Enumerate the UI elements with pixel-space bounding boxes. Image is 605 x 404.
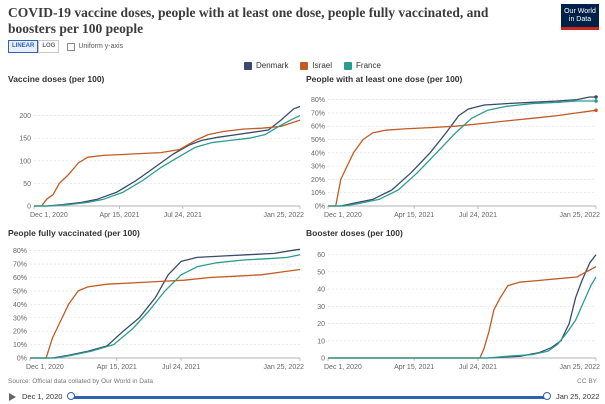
x-tick-label: Jan 25, 2022 — [264, 212, 305, 219]
y-tick-label: 40% — [13, 302, 27, 309]
timeline-end-handle[interactable] — [543, 392, 551, 400]
y-tick-label: 20% — [13, 329, 27, 336]
legend: Denmark Israel France — [244, 61, 381, 70]
y-tick-label: 150 — [19, 136, 31, 143]
chart-booster-doses: 0 10 20 30 40 50 60 Dec 1, 2020 Apr 15, 2021 Jul … — [317, 252, 601, 371]
legend-item-israel[interactable]: Israel — [300, 61, 332, 70]
x-tick-label: Jan 25, 2022 — [560, 212, 601, 219]
y-tick-label: 50 — [317, 269, 325, 276]
chart-title: COVID-19 vaccine doses, people with at l… — [8, 5, 489, 36]
timeline-start-handle[interactable] — [67, 392, 75, 400]
x-tick-label: Jan 25, 2022 — [560, 364, 601, 371]
legend-swatch — [244, 61, 252, 70]
y-tick-label: 0% — [315, 204, 325, 211]
series-end-point-france — [594, 99, 598, 103]
play-icon[interactable] — [9, 393, 16, 401]
series-line-israel — [328, 266, 597, 359]
series-line-france — [328, 276, 597, 359]
x-tick-label: Dec 1, 2020 — [324, 212, 362, 219]
y-tick-label: 80% — [311, 97, 325, 104]
x-tick-label: Apr 15, 2021 — [97, 364, 137, 371]
y-tick-label: 100 — [19, 158, 31, 165]
panel-vaccine-doses: Vaccine doses (per 100) 0 50 100 150 200 Dec … — [8, 74, 308, 224]
timeline-track[interactable] — [71, 396, 546, 399]
x-tick-label: Jan 25, 2022 — [264, 364, 305, 371]
panel-title: Booster doses (per 100) — [306, 228, 403, 238]
series-line-israel — [34, 119, 301, 207]
y-tick-label: 20% — [311, 177, 325, 184]
series-line-israel — [328, 109, 597, 207]
uniform-y-axis-label: Uniform y-axis — [78, 43, 124, 50]
chart-fully-vaccinated: 0% 10% 20% 30% 40% 50% 60% 70% 80% Dec 1, 2020 Apr… — [13, 248, 305, 371]
series-line-denmark — [328, 96, 596, 207]
panel-booster-doses: Booster doses (per 100) 0 10 20 30 40 50 60 Dec… — [306, 228, 602, 376]
uniform-y-axis-toggle[interactable]: Uniform y-axis — [67, 42, 124, 51]
panel-title: Vaccine doses (per 100) — [8, 74, 105, 84]
chart-vaccine-doses: 0 50 100 150 200 Dec 1, 2020 Apr 15, 2021 Jul 2… — [19, 105, 305, 219]
license-label[interactable]: CC BY — [577, 378, 597, 385]
y-tick-label: 50 — [23, 181, 31, 188]
y-tick-label: 0 — [27, 204, 31, 211]
x-tick-label: Jul 24, 2021 — [164, 212, 202, 219]
y-tick-label: 0 — [321, 356, 325, 363]
timeline: Dec 1, 2020 Jan 25, 2022 — [0, 391, 605, 404]
log-scale-button[interactable]: LOG — [38, 40, 60, 53]
panel-fully-vaccinated: People fully vaccinated (per 100) 0% 10% 2… — [8, 228, 308, 376]
y-tick-label: 80% — [13, 248, 27, 255]
y-tick-label: 60 — [317, 252, 325, 259]
y-tick-label: 60% — [13, 275, 27, 282]
scale-controls: LINEAR LOG Uniform y-axis — [8, 40, 123, 53]
x-tick-label: Jul 24, 2021 — [459, 212, 497, 219]
series-end-point-israel — [594, 108, 598, 113]
x-tick-label: Dec 1, 2020 — [324, 364, 362, 371]
y-tick-label: 30% — [311, 164, 325, 171]
y-tick-label: 200 — [19, 113, 31, 120]
legend-swatch — [300, 61, 309, 70]
y-tick-label: 30% — [13, 315, 27, 322]
owid-logo[interactable]: Our World in Data — [561, 4, 599, 30]
series-end-point-denmark — [594, 95, 598, 99]
x-tick-label: Dec 1, 2020 — [30, 212, 68, 219]
legend-swatch — [344, 61, 353, 70]
source-note[interactable]: Source: Official data collated by Our Wo… — [8, 378, 153, 385]
panel-title: People with at least one dose (per 100) — [306, 74, 463, 84]
x-tick-label: Apr 15, 2021 — [394, 364, 434, 371]
series-line-denmark — [34, 105, 301, 207]
legend-label: France — [356, 61, 381, 70]
series-line-france — [34, 115, 301, 207]
y-tick-label: 50% — [311, 137, 325, 144]
series-line-france — [30, 254, 301, 359]
y-tick-label: 20 — [317, 321, 325, 328]
x-tick-label: Dec 1, 2020 — [26, 364, 64, 371]
series-line-israel — [30, 268, 301, 359]
legend-item-denmark[interactable]: Denmark — [244, 61, 288, 70]
y-tick-label: 10% — [311, 190, 325, 197]
series-line-france — [328, 100, 596, 207]
y-tick-label: 70% — [311, 110, 325, 117]
y-tick-label: 40 — [317, 287, 325, 294]
checkbox-icon[interactable] — [67, 42, 76, 51]
timeline-end-label: Jan 25, 2022 — [556, 392, 600, 401]
panel-at-least-one-dose: People with at least one dose (per 100) … — [306, 74, 602, 224]
legend-label: Denmark — [256, 61, 289, 70]
timeline-start-label: Dec 1, 2020 — [22, 392, 63, 401]
y-tick-label: 60% — [311, 124, 325, 131]
y-tick-label: 30 — [317, 304, 325, 311]
y-tick-label: 40% — [311, 150, 325, 157]
x-tick-label: Apr 15, 2021 — [394, 212, 434, 219]
y-tick-label: 10% — [13, 342, 27, 349]
legend-item-france[interactable]: France — [344, 61, 381, 70]
y-tick-label: 50% — [13, 288, 27, 295]
x-tick-label: Jul 24, 2021 — [459, 364, 497, 371]
linear-scale-button[interactable]: LINEAR — [8, 40, 39, 53]
x-tick-label: Apr 15, 2021 — [99, 212, 139, 219]
panel-title: People fully vaccinated (per 100) — [8, 228, 140, 238]
series-line-denmark — [30, 248, 301, 359]
y-tick-label: 70% — [13, 262, 27, 269]
y-tick-label: 0% — [17, 356, 27, 363]
x-tick-label: Jul 24, 2021 — [162, 364, 200, 371]
legend-label: Israel — [312, 61, 333, 70]
chart-at-least-one-dose: 0% 10% 20% 30% 40% 50% 60% 70% 80% Dec 1, 2020 Apr… — [311, 95, 601, 219]
y-tick-label: 10 — [317, 338, 325, 345]
